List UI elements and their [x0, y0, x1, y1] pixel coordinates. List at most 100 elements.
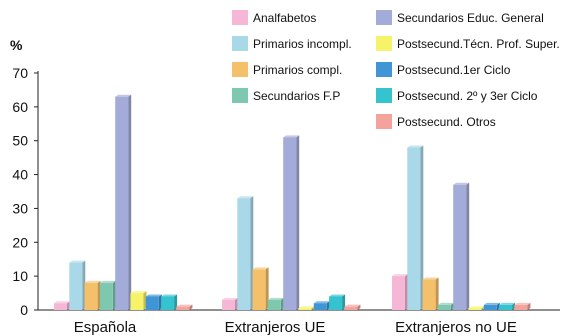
bar-side — [250, 196, 254, 310]
legend-item: Analfabetos — [232, 10, 316, 25]
legend-swatch — [376, 36, 392, 51]
bar-front — [252, 269, 266, 310]
bar — [84, 280, 101, 310]
legend-label: Analfabetos — [253, 11, 316, 25]
bar-top — [222, 297, 238, 300]
bar — [407, 145, 424, 310]
bar-top — [453, 182, 470, 185]
bar-front — [84, 282, 98, 310]
bar-front — [437, 304, 451, 310]
bar-side — [527, 302, 531, 310]
bar-front — [407, 147, 421, 310]
bar-top — [468, 306, 485, 309]
bar-top — [130, 291, 147, 294]
bar — [99, 280, 116, 310]
bar — [176, 304, 193, 310]
legend-item: Primarios incompl. — [232, 36, 352, 51]
bar-front — [237, 198, 251, 310]
bar-top — [161, 294, 178, 297]
legend-swatch — [376, 10, 392, 25]
bars — [54, 94, 531, 310]
bar-side — [357, 304, 361, 310]
bar-top — [437, 302, 454, 305]
bar — [161, 294, 178, 310]
y-tick-label: 20 — [12, 234, 28, 250]
bar-side — [435, 277, 439, 310]
bar — [483, 302, 500, 310]
bar-side — [128, 94, 132, 310]
bar — [115, 94, 132, 310]
x-category-label: Extranjeros no UE — [395, 319, 517, 336]
bar-top — [145, 294, 162, 297]
bar-side — [143, 291, 147, 310]
bar-front — [69, 262, 83, 310]
bar — [222, 297, 238, 310]
bar-top — [84, 280, 101, 283]
bar-front — [161, 296, 175, 310]
y-tick-label: 0 — [20, 302, 28, 318]
bar — [267, 297, 284, 310]
bar-side — [67, 301, 70, 310]
bar — [453, 182, 470, 310]
bar — [54, 301, 70, 310]
bar-side — [189, 304, 193, 310]
legend-item: Postsecund.Técn. Prof. Super. — [376, 36, 560, 51]
bar-top — [407, 145, 424, 148]
bar-side — [265, 267, 269, 310]
legend-swatch — [376, 114, 392, 129]
y-tick-label: 50 — [12, 133, 28, 149]
bar-side — [496, 302, 500, 310]
bar-front — [222, 299, 235, 310]
bar-side — [466, 182, 470, 310]
y-tick-label: 30 — [12, 200, 28, 216]
bar-top — [392, 274, 408, 277]
legend-label: Postsecund.1er Ciclo — [397, 63, 511, 77]
bar-side — [450, 302, 454, 310]
bar-top — [298, 306, 315, 309]
bar-side — [481, 306, 485, 310]
legend-swatch — [232, 36, 248, 51]
legend-item: Secundarios Educ. General — [376, 10, 544, 25]
bar-side — [420, 145, 424, 310]
bar — [298, 306, 315, 310]
bar-front — [344, 306, 358, 310]
bar-top — [499, 302, 516, 305]
bar-front — [115, 96, 129, 310]
y-tick-label: 40 — [12, 167, 28, 183]
bar-front — [392, 276, 405, 310]
legend-label: Postsecund. 2º y 3er Ciclo — [397, 89, 538, 103]
bar-top — [514, 302, 531, 305]
bar — [514, 302, 531, 310]
x-axis: Española Extranjeros UE Extranjeros no UE — [74, 319, 517, 336]
y-tick-label: 10 — [12, 268, 28, 284]
bar-side — [296, 135, 300, 310]
bar-top — [69, 260, 86, 263]
bar-front — [298, 308, 312, 310]
bar — [344, 304, 361, 310]
bar-front — [514, 304, 528, 310]
bar — [237, 196, 254, 310]
legend-label: Secundarios F.P — [253, 89, 340, 103]
bar-side — [174, 294, 178, 310]
bar-top — [313, 301, 330, 304]
bar-side — [82, 260, 86, 310]
bar-top — [483, 302, 500, 305]
y-tick-label: 60 — [12, 99, 28, 115]
bar-top — [329, 294, 346, 297]
legend-label: Secundarios Educ. General — [397, 11, 544, 25]
bar — [392, 274, 408, 310]
bar-front — [145, 296, 159, 310]
bar — [283, 135, 300, 310]
bar-front — [453, 184, 467, 310]
bar-top — [267, 297, 284, 300]
bar-side — [512, 302, 516, 310]
x-category-label: Extranjeros UE — [225, 319, 326, 336]
bar-front — [483, 304, 497, 310]
bar-top — [283, 135, 300, 138]
bar-front — [422, 279, 436, 310]
bar — [145, 294, 162, 310]
y-tick-label: 70 — [12, 65, 28, 81]
legend-swatch — [232, 10, 248, 25]
bar-top — [176, 304, 193, 307]
bar-side — [280, 297, 284, 310]
